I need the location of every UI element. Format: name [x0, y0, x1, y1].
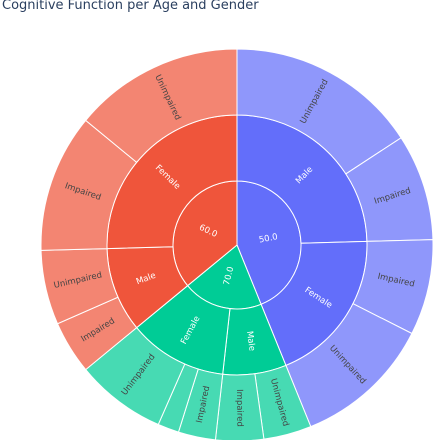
- sunburst-segment-60-0-female-unimpaired[interactable]: [85, 48, 238, 164]
- chart-title: Cognitive Function per Age and Gender: [2, 0, 259, 13]
- sunburst-segment-70-0-male-impaired-label: Impaired: [234, 389, 245, 427]
- sunburst-segment-70-0-label: 70.0: [222, 266, 236, 287]
- sunburst-segment-70-0-male-label: Male: [244, 330, 257, 351]
- sunburst-segment-50-0-label: 50.0: [258, 232, 279, 245]
